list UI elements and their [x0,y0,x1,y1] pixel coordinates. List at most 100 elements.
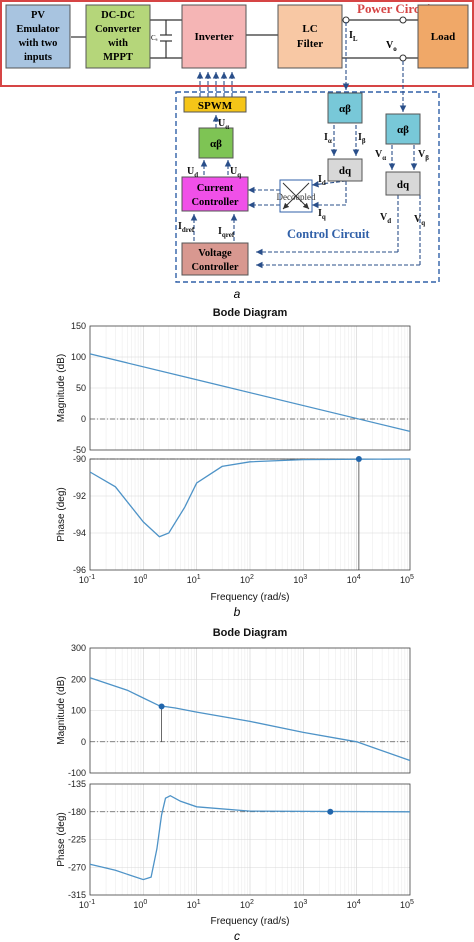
decoupled-block: Decoupled [277,179,316,213]
y-tick-label: -90 [73,454,86,464]
x-tick-labels: 10-1 100 101 102 103 104 105 [79,899,414,910]
spwm-label: SPWM [198,100,233,112]
x-tick-label: 100 [133,899,147,910]
x-tick-base: 10 [293,900,303,910]
magnitude-frame [89,325,411,451]
x-axis-label: Frequency (rad/s) [211,592,290,603]
dq-current-label: dq [339,165,352,177]
y-tick-label: 150 [71,321,86,331]
iq-label: Iq [318,208,326,221]
inverter-block: Inverter [181,4,247,69]
iqref-label: Iqref [218,226,235,239]
lc-line-1: LC [302,23,317,35]
valpha-label: Vα [375,149,386,162]
il-label: IL [349,30,358,43]
phase-frame [89,458,411,571]
load-label: Load [431,31,455,43]
current-ctrl-line-2: Controller [191,197,238,208]
caption-a: a [234,287,241,301]
control-circuit-label: Control Circuit [287,227,370,241]
x-tick-label: 10-1 [79,574,95,585]
vq-label: Vq [414,214,425,227]
id-label: Id [318,174,326,187]
magnitude-curve [89,677,411,762]
x-tick-label: 103 [293,899,307,910]
y-tick-label: -96 [73,565,86,575]
ab-control-label: αβ [210,138,222,150]
stability-margin-marker [327,808,334,815]
pv-line-4: inputs [24,52,52,63]
y-tick-label: 0 [81,737,86,747]
spwm-block: SPWM [183,96,247,113]
inverter-label: Inverter [194,31,233,43]
x-tick-base: 10 [240,900,250,910]
voltage-ctrl-line-1: Voltage [198,248,232,259]
magnitude-axes: 300 200 100 0 -100 Magnitude (dB) [56,643,411,778]
x-tick-exponent: 2 [250,899,254,906]
alpha-beta-current-block: αβ [327,92,363,124]
pv-emulator-block: PV Emulator with two inputs [5,4,71,69]
x-tick-label: 105 [400,574,414,585]
y-tick-label: 0 [81,414,86,424]
power-circuit-label: Power Circuit [357,1,436,16]
stability-margin-marker [355,456,362,462]
ud-label: Ud [187,166,198,179]
magnitude-ylabel: Magnitude (dB) [56,676,67,744]
voltage-controller-block: Voltage Controller [181,242,249,276]
y-tick-label: -50 [73,445,86,455]
magnitude-frame [89,647,411,774]
alpha-beta-control-block: αβ [198,127,234,159]
x-tick-label: 104 [347,574,361,585]
x-tick-exponent: 5 [410,574,414,581]
stability-margin-marker [158,703,165,710]
vd-label: Vd [380,212,391,225]
y-tick-label: -92 [73,491,86,501]
y-tick-label: -225 [68,835,86,845]
control-circuit-diagram: Control Circuit [175,22,440,283]
x-tick-exponent: 2 [250,574,254,581]
y-tick-label: 200 [71,674,86,684]
dq-voltage-block: dq [385,171,421,196]
x-tick-exponent: 3 [303,574,307,581]
dcdc-converter-block: DC-DC Converter with MPPT [85,4,151,69]
x-tick-exponent: 0 [143,899,147,906]
x-tick-base: 10 [400,575,410,585]
x-tick-exponent: 1 [197,899,201,906]
capacitor-label: Cₐ [151,34,158,42]
x-tick-base: 10 [187,575,197,585]
current-ctrl-line-1: Current [197,183,234,194]
y-tick-label: -180 [68,807,86,817]
x-tick-label: 101 [187,574,201,585]
x-tick-base: 10 [240,575,250,585]
control-circuit-border [175,91,440,283]
caption-b: b [234,605,241,619]
power-circuit-diagram: Power Circuit PV Emulator with two input… [0,0,474,87]
dq-voltage-label: dq [397,179,410,191]
y-tick-label: -94 [73,528,86,538]
phase-curve [89,794,411,881]
y-tick-label: 100 [71,352,86,362]
x-tick-exponent: 4 [357,574,361,581]
y-tick-label: 300 [71,643,86,653]
x-tick-base: 10 [79,575,89,585]
lc-filter-block: LC Filter [277,4,343,69]
x-tick-exponent: -1 [89,899,95,906]
x-tick-label: 102 [240,899,254,910]
x-tick-exponent: 1 [197,574,201,581]
ibeta-label: Iβ [358,132,366,145]
phase-curve [89,458,411,538]
ialpha-label: Iα [324,132,332,145]
load-block: Load [417,4,469,69]
x-tick-labels: 10-1 100 101 102 103 104 105 [79,574,414,585]
x-tick-base: 10 [133,900,143,910]
vo-label: Vo [386,40,397,53]
ab-current-label: αβ [339,103,351,115]
dcdc-line-1: DC-DC [101,10,135,21]
plot-title: Bode Diagram [213,307,288,319]
x-tick-exponent: -1 [89,574,95,581]
x-tick-label: 100 [133,574,147,585]
lc-line-2: Filter [297,38,323,50]
x-tick-exponent: 4 [357,899,361,906]
pv-line-3: with two [19,38,58,49]
y-tick-label: -315 [68,890,86,900]
